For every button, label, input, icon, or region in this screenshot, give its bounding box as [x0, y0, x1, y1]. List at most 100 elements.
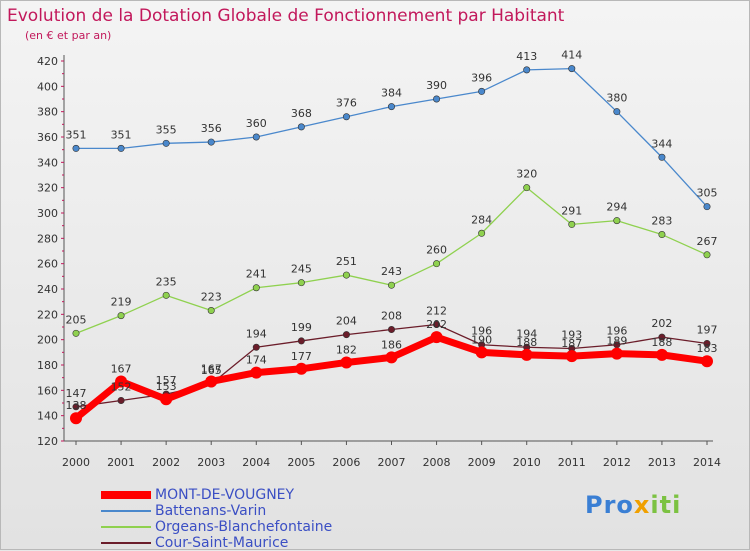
data-label: 294	[606, 201, 627, 214]
data-point	[297, 123, 305, 131]
data-label: 413	[516, 50, 537, 63]
brand-part: iti	[650, 491, 682, 519]
data-point	[433, 95, 441, 103]
data-label: 283	[651, 215, 672, 228]
data-label: 138	[66, 399, 87, 412]
data-point	[387, 326, 395, 334]
chart-subtitle: (en € et par an)	[25, 29, 112, 42]
data-label: 245	[291, 263, 312, 276]
brand-logo: Proxiti	[585, 491, 681, 519]
data-label: 205	[66, 313, 87, 326]
data-label: 199	[291, 321, 312, 334]
data-point	[433, 260, 441, 268]
data-point	[340, 356, 353, 369]
data-label: 202	[426, 318, 447, 331]
y-tick-label: 320	[37, 182, 58, 195]
data-label: 204	[336, 315, 357, 328]
data-label: 376	[336, 97, 357, 110]
data-point	[342, 271, 350, 279]
data-label: 182	[336, 343, 357, 356]
data-point	[162, 139, 170, 147]
data-point	[205, 375, 218, 388]
y-tick-label: 160	[37, 384, 58, 397]
data-point	[117, 144, 125, 152]
data-label: 187	[561, 337, 582, 350]
x-tick-label: 2011	[558, 456, 586, 469]
y-tick-label: 140	[37, 410, 58, 423]
brand-part: Pro	[585, 491, 634, 519]
data-point	[117, 396, 125, 404]
y-tick-label: 420	[37, 55, 58, 68]
data-point	[703, 203, 711, 211]
brand-part: x	[633, 491, 651, 519]
data-point	[297, 279, 305, 287]
data-label: 194	[516, 327, 537, 340]
data-point	[207, 307, 215, 315]
data-point	[701, 355, 713, 368]
data-point	[70, 412, 82, 425]
data-point	[523, 66, 531, 74]
data-point	[703, 339, 711, 347]
data-label: 291	[561, 204, 582, 217]
data-point	[297, 337, 305, 345]
data-label: 219	[111, 296, 132, 309]
data-label: 212	[426, 304, 447, 317]
data-point	[252, 133, 260, 141]
data-label: 396	[471, 71, 492, 84]
legend-label: Cour-Saint-Maurice	[155, 535, 289, 551]
data-point	[613, 217, 621, 225]
data-point	[207, 138, 215, 146]
data-point	[72, 329, 80, 337]
data-point	[117, 312, 125, 320]
data-label: 196	[606, 325, 627, 338]
data-point	[385, 351, 398, 364]
data-point	[658, 231, 666, 239]
data-label: 190	[471, 333, 492, 346]
data-label: 196	[471, 325, 492, 338]
y-tick-label: 240	[37, 283, 58, 296]
x-tick-label: 2000	[62, 456, 90, 469]
y-tick-label: 120	[37, 435, 58, 448]
data-label: 251	[336, 255, 357, 268]
data-point	[658, 153, 666, 161]
x-tick-label: 2009	[468, 456, 496, 469]
x-tick-label: 2001	[107, 456, 135, 469]
data-label: 152	[111, 380, 132, 393]
data-label: 153	[156, 380, 177, 393]
data-label: 344	[651, 137, 672, 150]
data-label: 235	[156, 275, 177, 288]
data-point	[433, 320, 441, 328]
data-label: 360	[246, 117, 267, 130]
chart-title: Evolution de la Dotation Globale de Fonc…	[7, 6, 565, 26]
data-label: 305	[697, 187, 718, 200]
data-point	[72, 403, 80, 411]
data-label: 320	[516, 168, 537, 181]
data-point	[387, 281, 395, 289]
data-point	[252, 343, 260, 351]
data-point	[115, 375, 128, 388]
data-label: 188	[516, 336, 537, 349]
x-tick-label: 2010	[513, 456, 541, 469]
y-tick-label: 200	[37, 334, 58, 347]
legend-swatch	[101, 542, 151, 544]
data-point	[250, 366, 263, 379]
y-tick-label: 220	[37, 308, 58, 321]
y-tick-label: 380	[37, 106, 58, 119]
data-label: 183	[697, 342, 718, 355]
y-tick-label: 280	[37, 232, 58, 245]
data-label: 356	[201, 122, 222, 135]
data-label: 243	[381, 265, 402, 278]
data-point	[160, 393, 173, 406]
data-point	[342, 331, 350, 339]
y-tick-label: 300	[37, 207, 58, 220]
x-tick-label: 2005	[287, 456, 315, 469]
data-label: 208	[381, 310, 402, 323]
y-tick-label: 260	[37, 258, 58, 271]
data-label: 167	[201, 362, 222, 375]
data-point	[475, 346, 488, 359]
data-point	[387, 103, 395, 111]
data-label: 174	[246, 354, 267, 367]
x-tick-label: 2006	[332, 456, 360, 469]
data-label: 157	[156, 374, 177, 387]
legend-label: Battenans-Varin	[155, 503, 267, 519]
